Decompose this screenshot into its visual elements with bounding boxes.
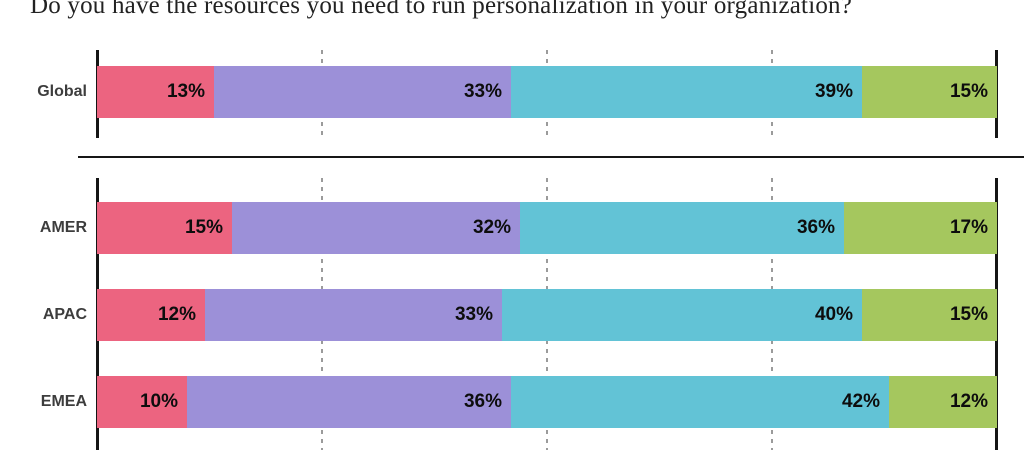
bar-segment-series-1-global: 13% [97, 66, 214, 118]
bar-segment-series-1-emea: 10% [97, 376, 187, 428]
bar-segment-series-2-emea: 36% [187, 376, 511, 428]
bar-segment-value: 12% [949, 391, 988, 412]
bar-segment-series-3-amer: 36% [520, 202, 844, 254]
bar-segment-series-1-apac: 12% [97, 289, 205, 341]
bar-segment-series-3-global: 39% [511, 66, 862, 118]
bar-segment-series-4-amer: 17% [844, 202, 997, 254]
category-label-emea: EMEA [40, 393, 87, 410]
bar-segment-series-3-emea: 42% [511, 376, 889, 428]
category-label-amer: AMER [39, 219, 87, 236]
bar-segment-value: 15% [949, 304, 988, 325]
bar-segment-series-2-amer: 32% [232, 202, 520, 254]
chart-title: Do you have the resources you need to ru… [30, 0, 853, 19]
bar-row-apac: 12% 33% 40% 15% [97, 289, 997, 341]
bar-segment-series-3-apac: 40% [502, 289, 862, 341]
bar-segment-value: 15% [184, 217, 223, 238]
bar-segment-series-4-global: 15% [862, 66, 997, 118]
bar-segment-value: 42% [841, 391, 880, 412]
bar-segment-value: 36% [463, 391, 502, 412]
category-label-apac: APAC [42, 306, 87, 323]
bar-segment-value: 36% [796, 217, 835, 238]
bar-segment-series-2-global: 33% [214, 66, 511, 118]
bar-segment-value: 40% [814, 304, 853, 325]
bar-segment-value: 32% [472, 217, 511, 238]
bar-segment-series-4-emea: 12% [889, 376, 997, 428]
section-separator-line [78, 156, 1024, 158]
bar-row-emea: 10% 36% 42% 12% [97, 376, 997, 428]
category-label-global: Global [37, 83, 87, 100]
bar-segment-series-2-apac: 33% [205, 289, 502, 341]
bar-segment-value: 12% [157, 304, 196, 325]
bar-segment-value: 17% [949, 217, 988, 238]
bar-segment-series-4-apac: 15% [862, 289, 997, 341]
bar-segment-value: 33% [454, 304, 493, 325]
bar-segment-value: 15% [949, 81, 988, 102]
bar-row-amer: 15% 32% 36% 17% [97, 202, 997, 254]
bar-segment-value: 33% [463, 81, 502, 102]
bar-segment-series-1-amer: 15% [97, 202, 232, 254]
bar-segment-value: 39% [814, 81, 853, 102]
bar-segment-value: 10% [139, 391, 178, 412]
bar-segment-value: 13% [166, 81, 205, 102]
bar-row-global: 13% 33% 39% 15% [97, 66, 997, 118]
